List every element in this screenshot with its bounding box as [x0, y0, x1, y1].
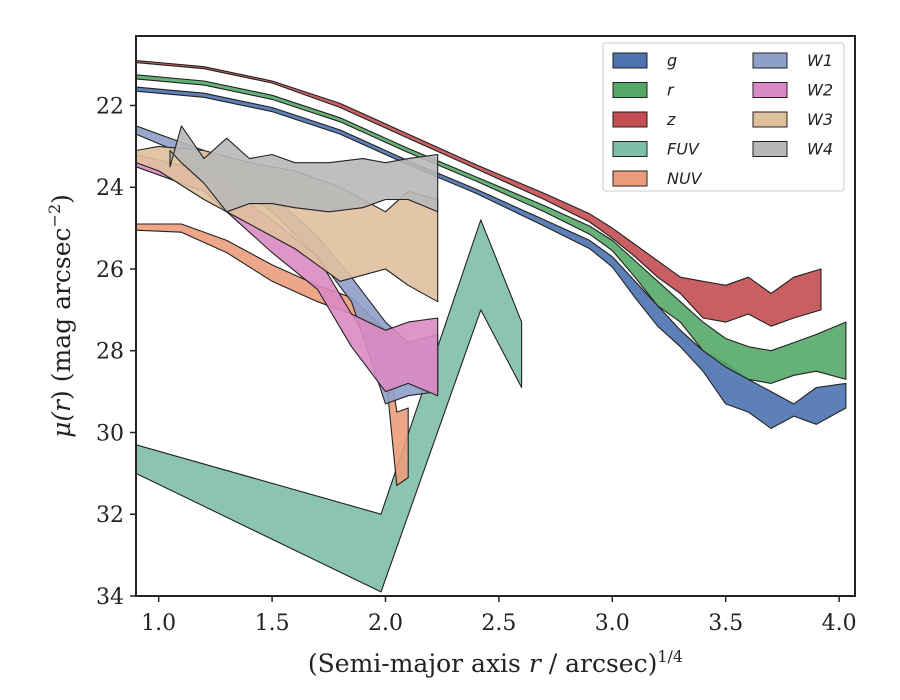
legend-swatch-z — [612, 111, 648, 128]
legend-label-w1: W1 — [807, 51, 833, 70]
legend-swatch-nuv — [612, 170, 648, 187]
legend-swatch-fuv — [612, 141, 648, 157]
legend: grz FUV NUV W1 W2 W3 W4 — [602, 42, 845, 192]
band-nuv — [136, 223, 409, 487]
legend-label-g: g — [667, 51, 677, 70]
x-tick-label: 3.0 — [595, 611, 630, 636]
x-axis: 1.0 1.5 2.0 2.5 3.0 3.5 4.0 — [141, 596, 857, 636]
x-tick-label: 1.5 — [255, 611, 290, 636]
x-tick-label: 2.0 — [368, 611, 403, 636]
legend-label-w2: W2 — [807, 81, 833, 100]
legend-label-z: z — [666, 110, 676, 129]
y-axis-label: μ(r) (mag arcsec−2) — [45, 194, 76, 438]
x-tick-label: 2.5 — [481, 611, 516, 636]
x-tick-label: 3.5 — [708, 611, 743, 636]
y-tick-label: 30 — [96, 421, 124, 446]
y-axis: 22 24 26 28 30 32 34 — [96, 94, 136, 610]
legend-label-r: r — [667, 81, 675, 100]
x-tick-label: 1.0 — [141, 611, 176, 636]
series-bands — [136, 59, 847, 593]
band-w4 — [169, 125, 439, 213]
x-axis-label: (Semi-major axis r / arcsec)1/4 — [308, 647, 683, 678]
band-g — [136, 86, 847, 429]
y-tick-label: 22 — [96, 94, 124, 119]
x-tick-label: 4.0 — [822, 611, 857, 636]
legend-swatch-g — [612, 52, 648, 69]
legend-swatch-w1 — [752, 52, 788, 69]
legend-label-w4: W4 — [807, 140, 833, 159]
band-z — [136, 59, 822, 327]
legend-swatch-w3 — [752, 111, 788, 128]
legend-label-nuv: NUV — [667, 169, 703, 188]
legend-swatch-w2 — [752, 82, 788, 98]
y-tick-label: 28 — [96, 340, 124, 365]
legend-swatch-w4 — [752, 141, 788, 157]
y-tick-label: 24 — [96, 176, 124, 201]
y-tick-label: 32 — [96, 503, 124, 528]
legend-label-fuv: FUV — [667, 140, 700, 159]
band-fuv — [136, 219, 523, 593]
y-tick-label: 34 — [96, 585, 124, 610]
plot-frame — [135, 35, 856, 597]
legend-swatch-r — [612, 82, 648, 98]
y-tick-label: 26 — [96, 258, 124, 283]
band-r — [136, 74, 847, 384]
legend-label-w3: W3 — [807, 110, 833, 129]
